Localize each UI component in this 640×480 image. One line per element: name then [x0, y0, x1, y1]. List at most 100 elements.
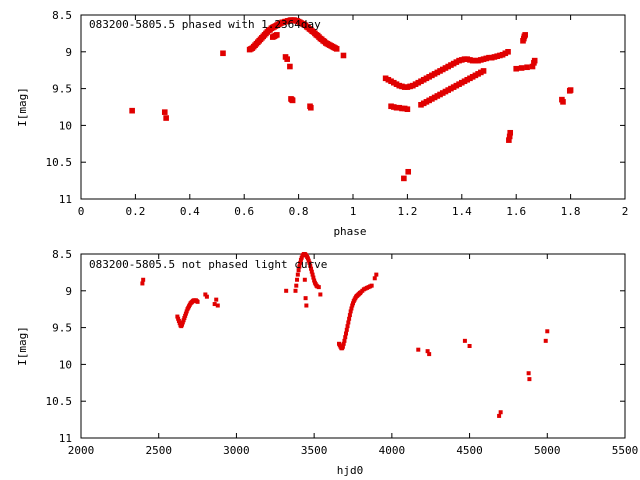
data-point — [349, 306, 354, 311]
data-point — [404, 106, 411, 113]
data-point — [340, 52, 347, 59]
data-point — [416, 347, 421, 352]
data-point — [340, 344, 345, 349]
data-point — [274, 32, 280, 38]
data-point — [183, 313, 188, 318]
data-point — [369, 283, 374, 288]
x-tick-label: 1.2 — [397, 205, 417, 218]
y-tick-label: 10.5 — [46, 156, 73, 169]
y-tick-label: 11 — [59, 193, 72, 206]
data-point — [518, 65, 525, 71]
data-point — [344, 327, 349, 332]
data-point — [545, 329, 550, 334]
data-point — [299, 255, 304, 260]
chart-title: 083200-5805.5 phased with 1.2364day — [89, 18, 321, 31]
chart-title: 083200-5805.5 not phased light curve — [89, 258, 327, 271]
data-point — [318, 292, 323, 297]
data-point — [302, 277, 307, 282]
data-point — [129, 107, 135, 114]
data-point — [427, 352, 432, 357]
data-point — [287, 63, 293, 70]
data-point — [346, 320, 351, 325]
data-point — [345, 324, 350, 329]
x-tick-label: 2500 — [145, 444, 172, 457]
data-point — [295, 277, 300, 282]
data-point — [308, 104, 314, 111]
x-tick-label: 5500 — [612, 444, 639, 457]
data-point — [181, 318, 186, 323]
x-tick-label: 1.6 — [506, 205, 526, 218]
x-tick-label: 4000 — [379, 444, 406, 457]
x-axis-label: phase — [333, 225, 366, 238]
data-point — [312, 278, 317, 283]
data-point — [343, 335, 348, 340]
y-tick-label: 10 — [59, 358, 72, 371]
data-point — [163, 115, 169, 121]
data-point — [543, 338, 548, 343]
data-point — [289, 97, 296, 104]
y-tick-label: 9.5 — [52, 322, 72, 335]
data-point — [304, 303, 309, 308]
data-point — [212, 302, 217, 307]
data-point — [348, 309, 353, 314]
y-axis-ticks: 8.5 9 9.5 10 10.5 11 — [46, 9, 625, 206]
data-point — [497, 413, 502, 418]
data-point — [350, 303, 355, 308]
data-point — [215, 303, 220, 308]
data-point — [176, 316, 181, 321]
data-point — [182, 316, 187, 321]
data-point — [203, 292, 208, 297]
y-tick-label: 8.5 — [52, 9, 72, 22]
x-tick-label: 0.2 — [125, 205, 145, 218]
x-tick-label: 4500 — [456, 444, 483, 457]
y-tick-label: 9 — [65, 46, 72, 59]
data-point — [425, 349, 430, 354]
data-point — [311, 275, 316, 280]
data-point — [341, 341, 346, 346]
data-point — [309, 269, 314, 274]
data-point — [141, 277, 146, 282]
data-point — [526, 371, 531, 376]
data-point — [180, 322, 185, 327]
x-axis-label: hjd0 — [337, 464, 364, 477]
y-tick-label: 11 — [59, 432, 72, 445]
data-point — [183, 311, 188, 316]
data-point — [284, 56, 290, 62]
x-axis-ticks: 2000 2500 3000 3500 4000 4500 5000 5500 — [68, 254, 639, 457]
y-tick-label: 9 — [65, 285, 72, 298]
x-tick-label: 1 — [350, 205, 357, 218]
data-point — [529, 63, 536, 70]
data-point — [307, 260, 312, 265]
data-point — [214, 297, 219, 302]
data-point — [372, 276, 377, 281]
data-point — [195, 299, 200, 304]
x-tick-label: 5000 — [534, 444, 561, 457]
data-points — [129, 17, 574, 182]
data-point — [220, 50, 226, 57]
data-point — [347, 313, 352, 318]
data-point — [522, 32, 528, 38]
data-point — [498, 410, 503, 415]
x-tick-label: 3000 — [223, 444, 250, 457]
data-point — [506, 137, 512, 143]
data-point — [344, 331, 349, 336]
data-point — [531, 57, 538, 64]
data-point — [310, 272, 315, 277]
x-axis-ticks: 0 0.2 0.4 0.6 0.8 1 1.2 1.4 1.6 1.8 2 — [78, 15, 628, 218]
unphased-light-curve-panel: 2000 2500 3000 3500 4000 4500 5000 5500 8.5 9 9.5… — [16, 248, 638, 477]
y-tick-label: 9.5 — [52, 83, 72, 96]
data-point — [527, 377, 532, 382]
y-axis-ticks: 8.5 9 9.5 10 10.5 11 — [46, 248, 625, 445]
data-point — [506, 133, 513, 140]
y-axis-label: I[mag] — [16, 87, 29, 127]
data-point — [295, 272, 300, 277]
y-axis-label: I[mag] — [16, 326, 29, 366]
data-point — [351, 301, 355, 306]
data-point — [293, 288, 298, 293]
data-point — [405, 168, 412, 175]
data-point — [333, 46, 340, 52]
data-point — [507, 129, 514, 136]
x-tick-label: 0.4 — [180, 205, 200, 218]
x-tick-label: 0.6 — [234, 205, 254, 218]
x-tick-label: 0.8 — [289, 205, 309, 218]
